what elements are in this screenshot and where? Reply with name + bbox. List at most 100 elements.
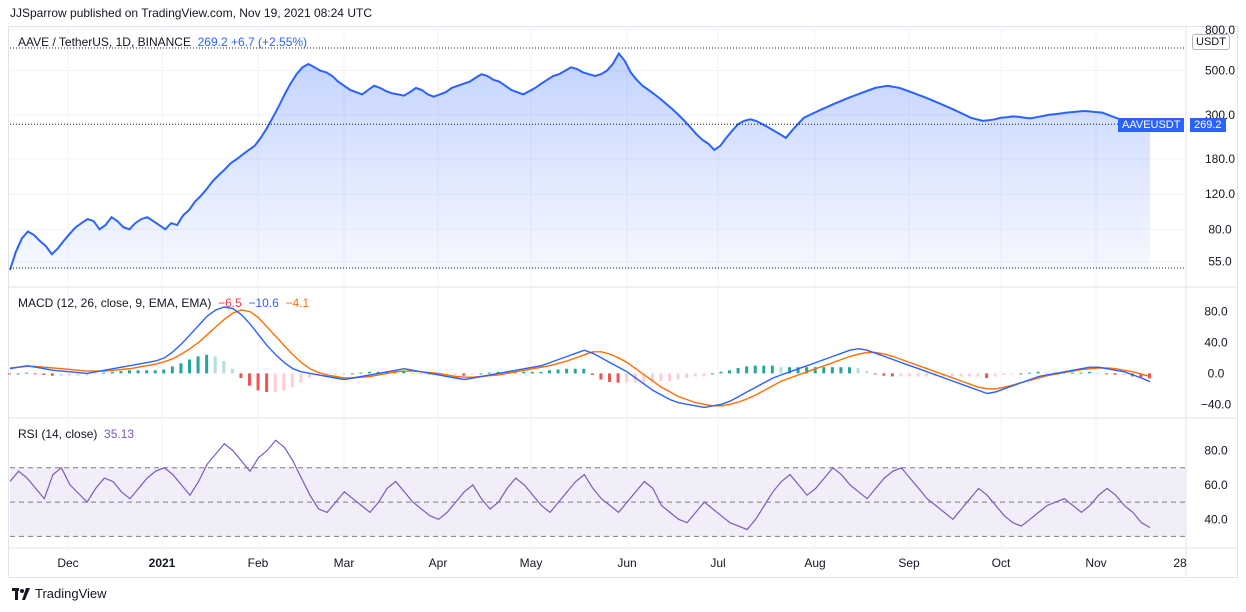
macd-histogram-bar — [582, 368, 586, 374]
macd-histogram-bar — [110, 371, 114, 374]
macd-histogram-bar — [959, 373, 963, 377]
macd-histogram-bar — [359, 372, 363, 374]
macd-histogram-bar — [505, 371, 509, 374]
macd-histogram-bar — [273, 373, 277, 392]
macd-histogram-bar — [1010, 373, 1014, 375]
macd-histogram-bar — [693, 373, 697, 377]
macd-histogram-bar — [368, 371, 371, 374]
macd-histogram-bar — [419, 373, 423, 375]
currency-unit-button[interactable]: USDT — [1192, 34, 1230, 50]
macd-histogram-bar — [299, 373, 303, 383]
macd-histogram-bar — [642, 373, 646, 383]
price-area — [10, 53, 1150, 270]
macd-histogram-bar — [136, 370, 140, 374]
rsi-tick-label: 60.0 — [1204, 478, 1228, 492]
macd-histogram-bar — [376, 371, 380, 374]
time-tick-label: Jul — [710, 556, 725, 570]
last-price-badge: 269.2 — [1190, 118, 1226, 132]
macd-histogram-bar — [1105, 373, 1109, 375]
time-axis[interactable]: Dec 2021 Feb Mar Apr May Jun Jul Aug Sep Oct Nov 28 — [57, 556, 1187, 570]
macd-histogram-bar — [650, 373, 654, 383]
macd-histogram-bar — [753, 365, 757, 374]
macd-histogram-bar — [453, 373, 457, 375]
macd-histogram-bar — [770, 365, 774, 374]
macd-histogram-bar — [33, 373, 37, 375]
macd-histogram-bar — [710, 373, 714, 375]
macd-histogram-bar — [290, 373, 294, 388]
time-tick-label: Aug — [804, 556, 825, 570]
macd-histogram-bar — [993, 373, 997, 377]
macd-histogram-bar — [779, 367, 783, 374]
macd-histogram-bar — [179, 363, 183, 374]
macd-histogram-bar — [736, 367, 740, 374]
macd-histogram-bar — [548, 370, 551, 374]
macd-histogram-bar — [873, 373, 877, 375]
time-tick-label: Sep — [898, 556, 920, 570]
macd-histogram-bar — [745, 366, 749, 374]
macd-histogram-bar — [8, 373, 11, 375]
macd-histogram-bar — [42, 373, 46, 375]
macd-histogram-bar — [462, 373, 466, 376]
macd-histogram-bar — [188, 359, 191, 374]
macd-histogram-bar — [702, 373, 706, 377]
macd-histogram-bar — [925, 373, 929, 377]
price-axis[interactable]: 800.0500.0300.0180.0120.080.055.080.040.… — [1201, 23, 1236, 526]
macd-histogram-bar — [488, 372, 491, 374]
price-pane[interactable] — [9, 47, 1186, 271]
macd-histogram-bar — [333, 373, 337, 375]
macd-histogram-bar — [170, 366, 174, 374]
macd-histogram-bar — [565, 368, 569, 374]
macd-histogram-bar — [950, 373, 954, 377]
price-tick-label: 500.0 — [1205, 64, 1235, 78]
macd-histogram-bar — [813, 367, 817, 374]
macd-histogram-bar — [830, 367, 834, 374]
macd-histogram-bar — [265, 373, 269, 392]
time-tick-label: Apr — [429, 556, 448, 570]
macd-histogram-bar — [85, 373, 89, 376]
macd-legend: MACD (12, 26, close, 9, EMA, EMA) −6.5 −… — [18, 296, 309, 310]
price-tick-label: 80.0 — [1208, 222, 1232, 236]
macd-histogram-bar — [908, 373, 911, 377]
rsi-line — [9, 439, 1151, 531]
macd-histogram-bar — [590, 373, 594, 375]
macd-histogram-bar — [76, 373, 80, 376]
macd-histogram-bar — [608, 373, 611, 382]
macd-histogram-bar — [25, 372, 29, 374]
rsi-legend: RSI (14, close) 35.13 — [18, 427, 134, 441]
macd-histogram-bar — [890, 373, 894, 377]
rsi-pane[interactable] — [9, 439, 1186, 537]
macd-histogram-bar — [282, 373, 286, 391]
macd-histogram-bar — [16, 373, 20, 375]
chart-frame — [8, 26, 1238, 578]
macd-pane[interactable] — [8, 306, 1151, 409]
macd-histogram-bar — [1088, 371, 1091, 374]
macd-histogram-bar — [230, 368, 234, 374]
macd-histogram-bar — [308, 373, 311, 379]
macd-histogram-bar — [145, 370, 149, 374]
price-tick-label: 120.0 — [1205, 187, 1235, 201]
time-tick-label: May — [520, 556, 543, 570]
macd-histogram-bar — [1096, 372, 1100, 374]
price-tick-label: 180.0 — [1205, 152, 1235, 166]
time-tick-label: Dec — [57, 556, 78, 570]
macd-histogram-bar — [102, 372, 106, 374]
macd-signal-value: −4.1 — [285, 296, 310, 310]
macd-histogram-bar — [153, 370, 157, 374]
symbol-label: AAVE / TetherUS, 1D, BINANCE — [18, 35, 191, 49]
macd-histogram-bar — [899, 373, 903, 377]
macd-histogram-bar — [522, 371, 526, 374]
macd-histogram-bar — [119, 371, 123, 374]
macd-histogram-bar — [719, 371, 723, 374]
macd-signal-line — [9, 309, 1151, 407]
time-tick-label: Mar — [334, 556, 355, 570]
macd-histogram-bar — [839, 367, 843, 374]
time-tick-label: Nov — [1085, 556, 1106, 570]
macd-histogram-bar — [213, 356, 217, 374]
macd-line — [9, 306, 1151, 409]
macd-histogram-bar — [196, 356, 200, 374]
footer-brand[interactable]: TradingView — [12, 586, 107, 601]
macd-histogram-bar — [410, 372, 414, 374]
macd-histogram-bar — [402, 371, 406, 374]
macd-histogram-bar — [865, 371, 869, 374]
